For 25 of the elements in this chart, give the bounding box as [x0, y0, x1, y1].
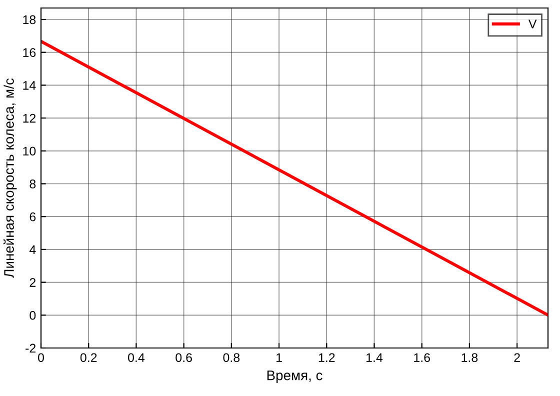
x-axis-title: Время, с [267, 370, 322, 384]
y-tick-label: 14 [23, 81, 36, 90]
x-tick-label: 0.2 [80, 353, 97, 362]
x-tick-label: 2 [514, 353, 520, 362]
x-tick-label: 1.8 [462, 353, 478, 362]
x-tick-label: 0 [38, 353, 44, 362]
x-tick-label: 1.6 [414, 353, 430, 362]
y-tick-label: 8 [30, 180, 36, 188]
legend-label: V [528, 20, 537, 28]
y-axis-title: Линейная скорость колеса, м/с [3, 78, 17, 278]
y-tick-label: 2 [30, 278, 36, 287]
y-tick-label: 6 [30, 212, 36, 222]
y-tick-label: 0 [30, 310, 36, 320]
x-tick-label: 1 [276, 353, 282, 362]
y-tick-label: 16 [23, 48, 36, 57]
y-tick-label: 10 [23, 146, 36, 156]
x-tick-label: 1.4 [366, 353, 383, 362]
y-tick-label: 12 [23, 114, 36, 123]
x-tick-label: 0.4 [128, 353, 145, 362]
x-tick-label: 0.8 [223, 353, 240, 362]
y-tick-label: 18 [23, 15, 36, 24]
x-tick-label: 1.2 [318, 353, 335, 362]
x-tick-label: 0.6 [176, 353, 192, 362]
y-tick-label: 4 [29, 245, 36, 254]
y-tick-label: -2 [26, 344, 36, 353]
